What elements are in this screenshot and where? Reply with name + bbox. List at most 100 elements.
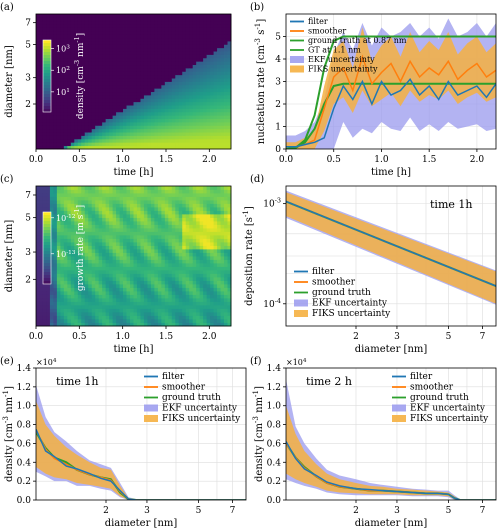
heat-cell bbox=[213, 287, 218, 292]
heat-cell bbox=[189, 78, 194, 82]
heat-cell bbox=[56, 17, 61, 22]
heat-cell bbox=[171, 78, 176, 82]
heat-cell bbox=[178, 270, 183, 274]
heat-cell bbox=[140, 294, 145, 299]
heat-cell bbox=[133, 291, 138, 295]
heat-cell bbox=[74, 78, 79, 82]
heat-cell bbox=[147, 231, 152, 236]
heat-cell bbox=[192, 68, 197, 72]
heat-cell bbox=[56, 259, 61, 264]
heat-cell bbox=[88, 20, 93, 25]
heat-cell bbox=[116, 24, 120, 28]
heat-cell bbox=[154, 27, 159, 32]
heat-cell bbox=[63, 315, 68, 320]
heat-cell bbox=[196, 301, 201, 306]
heat-cell bbox=[206, 34, 211, 39]
heat-cell bbox=[136, 319, 141, 323]
heat-cell bbox=[63, 61, 68, 66]
heat-cell bbox=[39, 284, 44, 288]
heat-cell bbox=[178, 196, 183, 201]
heat-cell bbox=[206, 210, 211, 215]
heat-cell bbox=[67, 221, 72, 225]
heat-cell bbox=[154, 189, 159, 194]
heat-cell bbox=[91, 30, 96, 35]
heat-cell bbox=[199, 196, 204, 201]
heat-cell bbox=[49, 84, 54, 89]
heat-cell bbox=[164, 17, 169, 22]
heat-cell bbox=[84, 51, 89, 55]
heat-cell bbox=[119, 24, 124, 28]
heat-cell bbox=[154, 252, 159, 257]
heat-cell bbox=[77, 256, 82, 260]
heat-cell bbox=[67, 259, 72, 264]
heat-cell bbox=[77, 266, 82, 271]
heat-cell bbox=[224, 238, 228, 243]
heat-cell bbox=[140, 71, 145, 76]
heat-cell bbox=[161, 287, 166, 292]
heat-cell bbox=[210, 145, 214, 150]
heat-cell bbox=[102, 118, 107, 123]
heat-cell bbox=[199, 238, 204, 243]
heat-cell bbox=[123, 308, 127, 313]
heat-cell bbox=[39, 61, 44, 66]
heat-cell bbox=[189, 135, 194, 140]
heat-cell bbox=[74, 256, 79, 260]
heat-cell bbox=[130, 17, 134, 22]
heat-cell bbox=[88, 301, 93, 306]
heat-cell bbox=[150, 259, 155, 264]
heat-cell bbox=[150, 84, 155, 89]
heat-cell bbox=[123, 294, 127, 299]
heat-cell bbox=[109, 44, 114, 49]
heat-cell bbox=[157, 193, 162, 197]
heat-cell bbox=[70, 61, 75, 66]
heat-cell bbox=[175, 91, 180, 96]
heat-cell bbox=[168, 105, 173, 109]
colorbar-tick-label: 10-13 bbox=[56, 250, 76, 259]
heat-cell bbox=[182, 95, 187, 99]
heat-cell bbox=[220, 135, 225, 140]
heat-cell bbox=[74, 238, 79, 243]
heat-cell bbox=[116, 210, 120, 215]
heat-cell bbox=[147, 256, 152, 260]
heat-cell bbox=[119, 81, 124, 86]
heat-cell bbox=[116, 231, 120, 236]
heat-cell bbox=[227, 57, 232, 62]
x-tick-label: 7 bbox=[480, 332, 486, 342]
heat-cell bbox=[88, 17, 93, 22]
heat-cell bbox=[109, 256, 114, 260]
heat-cell bbox=[171, 108, 176, 113]
heat-cell bbox=[157, 20, 162, 25]
heat-cell bbox=[213, 14, 218, 18]
heat-cell bbox=[227, 312, 232, 316]
heat-cell bbox=[157, 47, 162, 52]
heat-cell bbox=[123, 145, 127, 150]
heat-cell bbox=[130, 193, 134, 197]
heat-cell bbox=[88, 221, 93, 225]
heat-cell bbox=[102, 203, 107, 208]
heat-cell bbox=[164, 238, 169, 243]
heat-cell bbox=[119, 78, 124, 82]
heat-cell bbox=[199, 111, 204, 116]
heat-cell bbox=[189, 308, 194, 313]
heat-cell bbox=[178, 24, 183, 28]
heat-cell bbox=[81, 186, 86, 190]
heat-cell bbox=[77, 273, 82, 278]
heat-cell bbox=[60, 54, 65, 59]
heat-cell bbox=[105, 308, 110, 313]
heat-cell bbox=[143, 235, 148, 239]
heat-cell bbox=[98, 259, 103, 264]
heat-cell bbox=[217, 128, 221, 133]
heat-cell bbox=[109, 196, 114, 201]
heat-cell bbox=[36, 200, 40, 204]
heat-cell bbox=[189, 298, 194, 302]
heat-cell bbox=[105, 263, 110, 267]
heat-cell bbox=[161, 210, 166, 215]
heat-cell bbox=[157, 142, 162, 147]
heat-cell bbox=[36, 221, 40, 225]
heat-cell bbox=[77, 91, 82, 96]
heat-cell bbox=[210, 277, 214, 281]
x-tick-label: 0.0 bbox=[29, 332, 44, 342]
heat-cell bbox=[213, 196, 218, 201]
heat-cell bbox=[178, 231, 183, 236]
heat-cell bbox=[185, 200, 190, 204]
